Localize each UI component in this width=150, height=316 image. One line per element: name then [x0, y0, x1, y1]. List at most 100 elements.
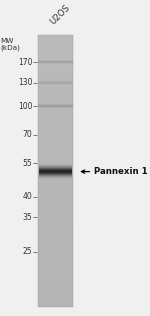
- Bar: [38, 225, 74, 226]
- Bar: [38, 120, 74, 121]
- Bar: [38, 304, 74, 305]
- Bar: [38, 119, 74, 120]
- Bar: [38, 43, 74, 44]
- Bar: [38, 257, 74, 258]
- Bar: [38, 48, 74, 49]
- Bar: [38, 74, 74, 75]
- Bar: [38, 113, 74, 114]
- Bar: [38, 241, 74, 242]
- Bar: [38, 226, 74, 227]
- Bar: [38, 50, 74, 51]
- Bar: [38, 175, 74, 176]
- Bar: [38, 188, 74, 189]
- Bar: [38, 299, 74, 300]
- Bar: [38, 297, 74, 298]
- Bar: [38, 95, 74, 96]
- Bar: [38, 88, 74, 89]
- Bar: [38, 158, 74, 159]
- Bar: [38, 144, 74, 145]
- Bar: [38, 44, 74, 45]
- Bar: [38, 151, 74, 152]
- Bar: [38, 98, 74, 99]
- Bar: [38, 259, 74, 260]
- Bar: [38, 116, 74, 117]
- Bar: [38, 34, 74, 35]
- Bar: [38, 65, 74, 66]
- Bar: [38, 180, 74, 181]
- Bar: [38, 83, 74, 84]
- Text: U2OS: U2OS: [48, 3, 72, 27]
- Bar: [38, 90, 74, 91]
- Bar: [38, 37, 74, 38]
- Bar: [38, 244, 74, 245]
- Bar: [38, 69, 74, 70]
- Bar: [38, 100, 74, 101]
- Bar: [38, 68, 74, 69]
- Bar: [38, 258, 74, 259]
- Bar: [38, 123, 74, 124]
- Bar: [38, 274, 74, 275]
- Bar: [38, 165, 74, 166]
- Bar: [38, 128, 74, 129]
- Bar: [38, 81, 74, 82]
- Bar: [38, 152, 74, 153]
- Bar: [38, 184, 74, 185]
- Bar: [38, 268, 74, 269]
- Bar: [38, 283, 74, 284]
- Bar: [38, 250, 74, 251]
- Bar: [38, 130, 74, 131]
- Bar: [38, 262, 74, 263]
- Bar: [38, 132, 74, 133]
- Bar: [38, 60, 74, 61]
- Bar: [38, 40, 74, 41]
- Bar: [38, 295, 74, 296]
- Bar: [38, 156, 74, 157]
- Bar: [38, 46, 74, 47]
- Bar: [38, 196, 74, 197]
- Bar: [38, 170, 74, 171]
- Bar: [38, 117, 74, 118]
- Bar: [38, 185, 74, 186]
- Bar: [38, 239, 74, 240]
- Bar: [38, 222, 74, 223]
- Bar: [38, 254, 74, 255]
- Bar: [38, 162, 74, 163]
- Bar: [38, 126, 74, 127]
- Bar: [38, 236, 74, 237]
- Bar: [38, 267, 74, 268]
- Bar: [38, 288, 74, 289]
- Bar: [38, 99, 74, 100]
- Bar: [38, 154, 74, 155]
- Text: 55: 55: [23, 159, 33, 167]
- Bar: [38, 178, 74, 179]
- Bar: [38, 141, 74, 142]
- Bar: [38, 145, 74, 146]
- Bar: [38, 153, 74, 154]
- Bar: [38, 125, 74, 126]
- Bar: [38, 189, 74, 190]
- Bar: [38, 79, 74, 80]
- Bar: [38, 64, 74, 65]
- Bar: [38, 285, 74, 286]
- Bar: [38, 219, 74, 220]
- Bar: [38, 112, 74, 113]
- Bar: [38, 73, 74, 74]
- Bar: [38, 114, 74, 115]
- Text: 35: 35: [23, 213, 33, 222]
- Bar: [38, 82, 74, 83]
- Bar: [38, 176, 74, 177]
- Bar: [38, 129, 74, 130]
- Bar: [38, 110, 74, 111]
- Bar: [38, 276, 74, 277]
- Bar: [38, 264, 74, 265]
- Bar: [38, 200, 74, 201]
- Bar: [38, 89, 74, 90]
- Bar: [38, 49, 74, 50]
- Bar: [38, 127, 74, 128]
- Bar: [38, 207, 74, 208]
- Bar: [38, 289, 74, 290]
- Bar: [38, 51, 74, 52]
- Bar: [38, 181, 74, 182]
- Bar: [38, 167, 74, 168]
- Bar: [38, 84, 74, 85]
